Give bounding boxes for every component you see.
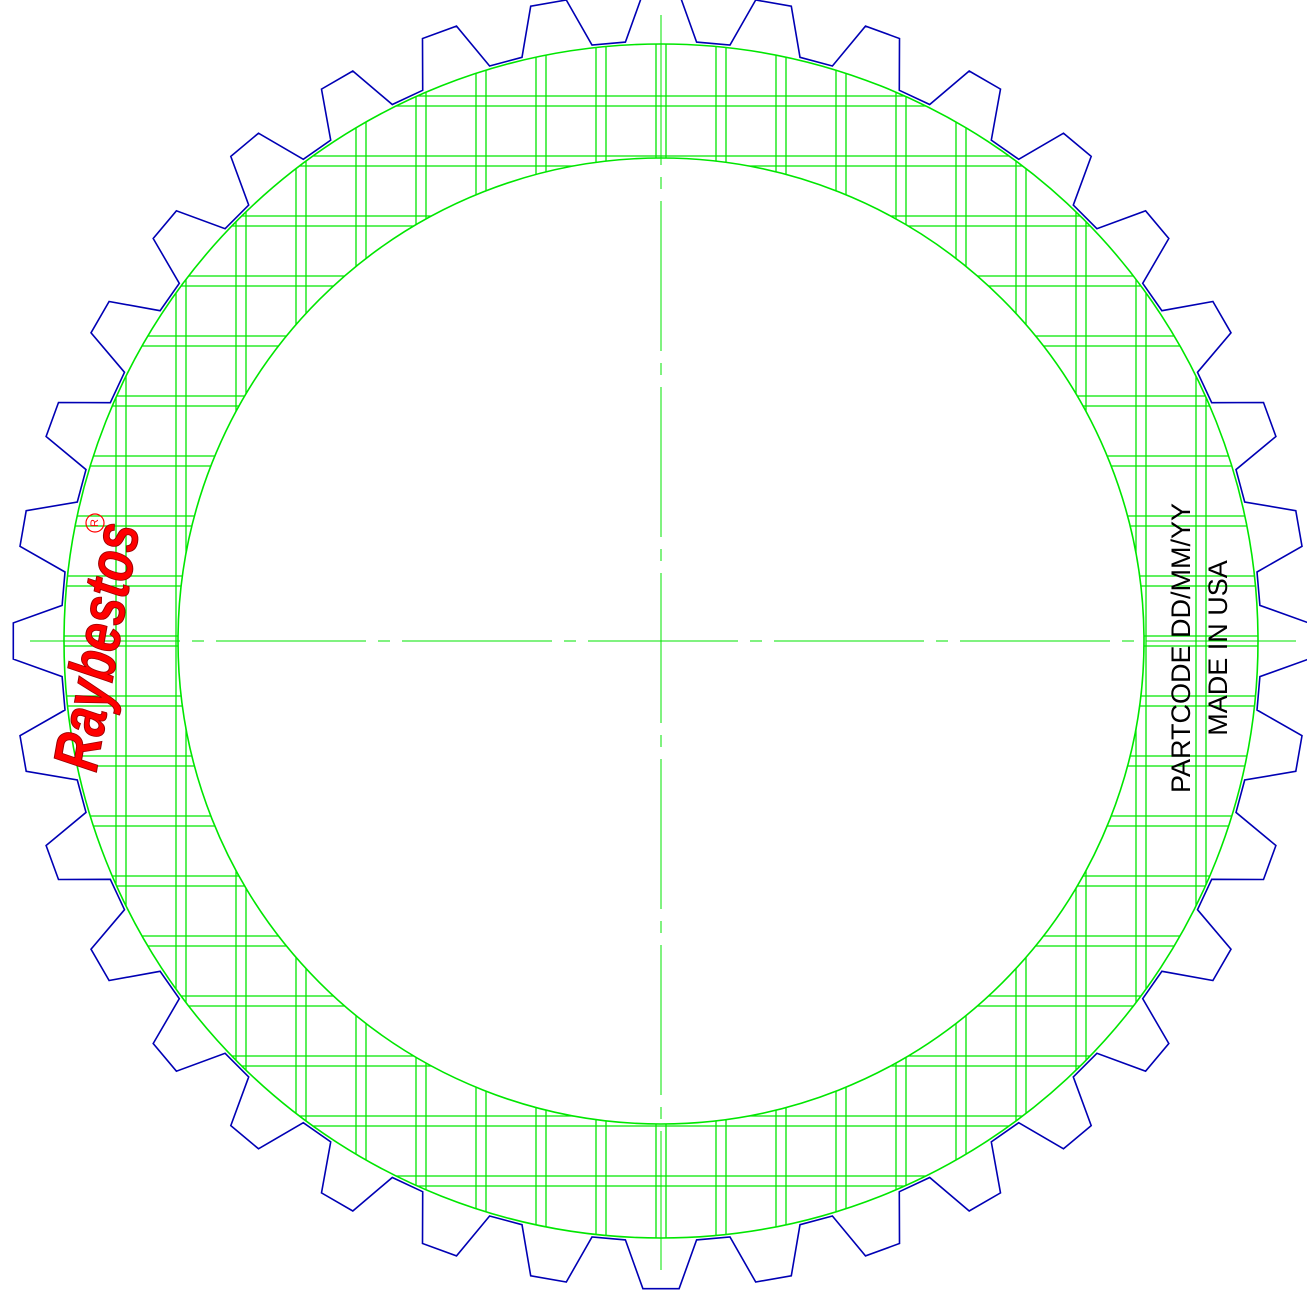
part-marking: PARTCODE DD/MM/YY MADE IN USA (1166, 503, 1233, 793)
registered-mark: R (85, 513, 105, 533)
centerlines (30, 15, 1307, 1270)
partcode-text: PARTCODE DD/MM/YY (1166, 503, 1196, 793)
tooth-profile-outline (12, 0, 1307, 1290)
registered-circle (85, 513, 105, 533)
registered-letter: R (89, 519, 101, 527)
made-in-text: MADE IN USA (1203, 560, 1233, 736)
